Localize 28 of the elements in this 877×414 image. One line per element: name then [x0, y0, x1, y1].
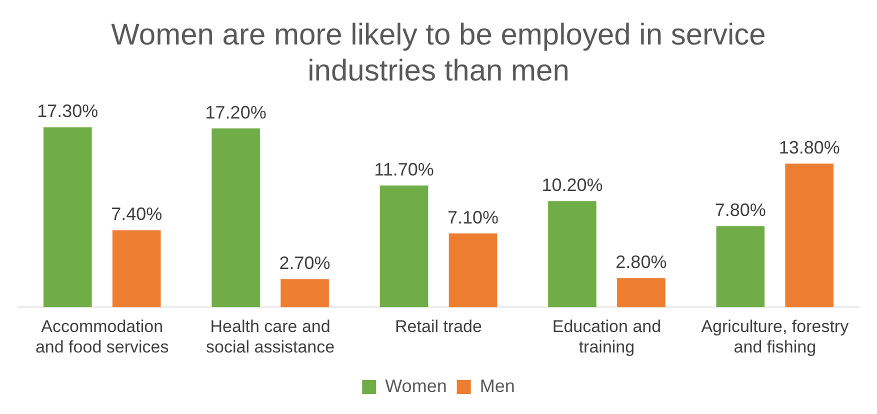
bar [380, 186, 428, 308]
data-label: 2.80% [616, 252, 667, 272]
chart-title: Women are more likely to be employed in service industries than men [111, 18, 766, 88]
data-label: 10.20% [542, 175, 603, 196]
bar [212, 128, 260, 308]
data-label: 17.30% [37, 101, 98, 122]
bar [548, 201, 596, 308]
bar [785, 164, 834, 308]
data-label: 2.70% [279, 253, 330, 274]
bar [617, 278, 666, 308]
bar [716, 226, 765, 308]
x-tick-label: Retail trade [395, 317, 482, 336]
data-label: 7.10% [447, 207, 499, 228]
x-tick-label: Education and training [552, 317, 662, 356]
x-tick-label: Agriculture, forestry and fishing [701, 317, 850, 356]
bar [43, 127, 92, 308]
data-label: 11.70% [374, 159, 434, 180]
data-label: 7.40% [111, 204, 162, 224]
bar [112, 230, 161, 308]
bar [448, 233, 498, 308]
x-tick-label: Health care and social assistance [206, 317, 335, 356]
data-label: 7.80% [714, 200, 766, 220]
x-tick-label: Accommodation and food services [35, 317, 169, 356]
data-label: 13.80% [778, 138, 840, 158]
legend-label: Women [385, 376, 447, 396]
data-label: 17.20% [205, 102, 266, 122]
legend-label: Men [480, 376, 515, 396]
bar [280, 279, 329, 308]
